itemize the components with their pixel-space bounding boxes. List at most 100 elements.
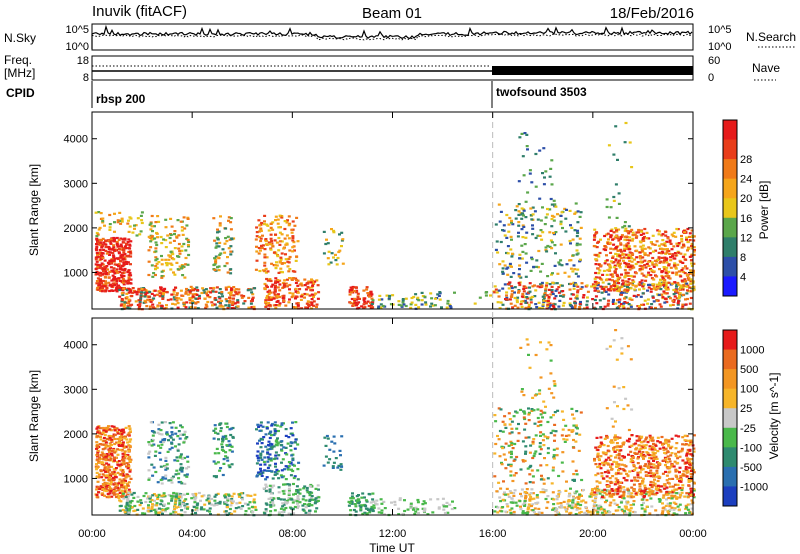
echo-cell <box>296 443 300 446</box>
echo-cell <box>325 238 328 241</box>
echo-cell <box>269 243 273 246</box>
echo-cell <box>362 289 366 292</box>
echo-cell <box>270 297 274 300</box>
echo-cell <box>510 452 513 456</box>
echo-cell <box>169 479 173 482</box>
echo-cell <box>224 455 228 458</box>
echo-cell <box>655 485 658 488</box>
echo-cell <box>540 238 544 241</box>
echo-cell <box>154 241 158 244</box>
echo-cell <box>369 304 373 307</box>
echo-cell <box>157 423 161 426</box>
echo-cell <box>271 283 275 286</box>
echo-cell <box>511 447 515 450</box>
echo-cell <box>628 297 632 300</box>
echo-cell <box>662 280 666 283</box>
echo-cell <box>615 216 619 219</box>
echo-cell <box>556 213 559 216</box>
echo-cell <box>185 287 188 291</box>
echo-cell <box>499 240 503 244</box>
echo-cell <box>280 240 284 243</box>
echo-cell <box>227 305 231 308</box>
echo-cell <box>96 496 100 499</box>
echo-cell <box>176 449 180 452</box>
echo-cell <box>539 341 542 344</box>
echo-cell <box>669 256 673 259</box>
echo-cell <box>282 294 286 297</box>
echo-cell <box>179 453 183 456</box>
echo-cell <box>280 262 284 265</box>
echo-cell <box>198 297 201 300</box>
echo-cell <box>147 235 151 238</box>
echo-cell <box>423 502 427 505</box>
echo-cell <box>642 303 646 306</box>
echo-cell <box>297 498 301 501</box>
echo-cell <box>568 239 572 243</box>
echo-cell <box>298 488 302 491</box>
echo-cell <box>575 294 579 297</box>
echo-cell <box>570 430 574 433</box>
echo-cell <box>159 288 163 291</box>
echo-cell <box>175 261 179 264</box>
echo-cell <box>265 243 269 246</box>
echo-cell <box>271 228 275 231</box>
echo-cell <box>289 444 293 447</box>
echo-cell <box>623 141 627 144</box>
echo-cell <box>117 464 121 467</box>
echo-cell <box>685 285 689 288</box>
echo-cell <box>529 301 533 304</box>
echo-cell <box>232 286 236 289</box>
echo-cell <box>214 290 218 293</box>
echo-cell <box>99 279 103 282</box>
echo-cell <box>588 495 592 498</box>
echo-cell <box>276 281 280 284</box>
echo-cell <box>211 304 214 307</box>
echo-cell <box>259 470 263 473</box>
echo-cell <box>272 251 276 254</box>
echo-cell <box>614 183 618 186</box>
echo-cell <box>164 421 167 424</box>
echo-cell <box>273 428 277 431</box>
echo-cell <box>554 430 558 433</box>
echo-cell <box>279 425 283 428</box>
echo-cell <box>412 295 416 299</box>
echo-cell <box>186 216 190 219</box>
echo-cell <box>626 274 630 277</box>
echo-cell <box>98 253 102 256</box>
echo-cell <box>173 247 177 250</box>
echo-cell <box>592 504 596 507</box>
echo-cell <box>282 286 286 289</box>
echo-cell <box>595 491 598 495</box>
echo-cell <box>438 298 442 301</box>
echo-cell <box>265 469 269 472</box>
echo-cell <box>499 301 503 304</box>
echo-cell <box>674 291 678 295</box>
echo-cell <box>288 249 292 252</box>
echo-cell <box>420 291 424 294</box>
echo-cell <box>618 305 621 308</box>
echo-cell <box>613 286 617 289</box>
echo-cell <box>315 507 319 510</box>
echo-cell <box>628 141 632 144</box>
echo-cell <box>576 268 580 271</box>
echo-cell <box>603 262 607 265</box>
echo-cell <box>595 246 599 249</box>
echo-cell <box>102 283 106 286</box>
echo-cell <box>596 507 600 510</box>
echo-cell <box>290 231 294 234</box>
echo-cell <box>681 436 685 439</box>
echo-cell <box>557 506 561 509</box>
echo-cell <box>269 296 273 299</box>
echo-cell <box>284 434 288 437</box>
echo-cell <box>139 294 143 297</box>
echo-cell <box>556 409 560 412</box>
echo-cell <box>575 297 579 300</box>
echo-cell <box>553 509 557 512</box>
echo-cell <box>186 217 190 220</box>
echo-cell <box>543 293 547 296</box>
echo-cell <box>288 483 292 486</box>
echo-cell <box>107 438 111 441</box>
echo-cell <box>125 465 128 468</box>
echo-cell <box>101 220 105 223</box>
echo-cell <box>553 423 557 426</box>
